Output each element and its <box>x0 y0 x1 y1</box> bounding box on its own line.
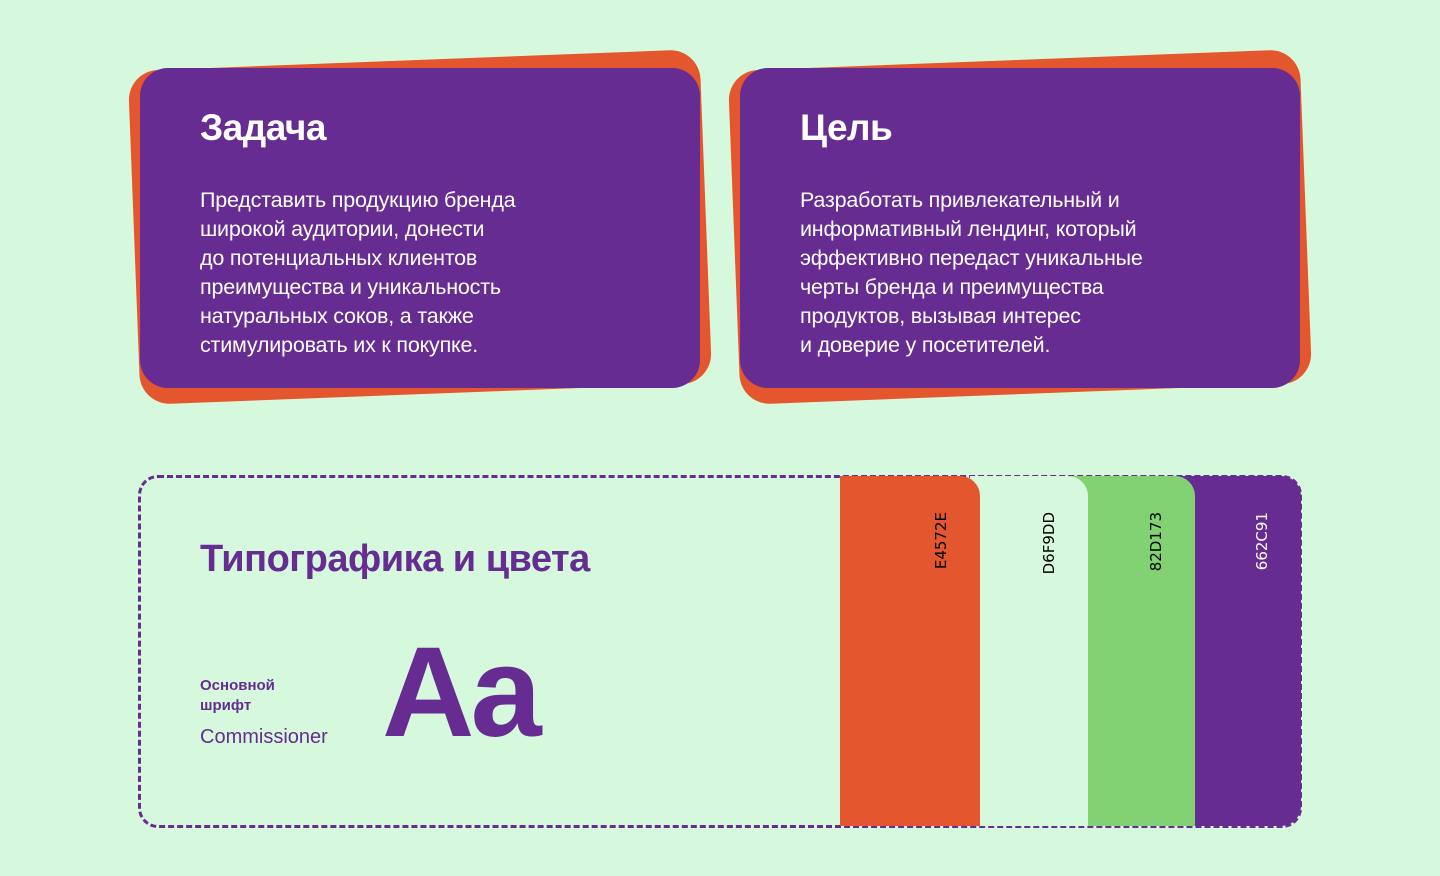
swatch-green: 82D173 <box>1070 476 1195 826</box>
swatch-label: D6F9DD <box>1040 512 1058 575</box>
swatch-label: 82D173 <box>1147 512 1165 572</box>
swatch-purple: 662C91 <box>1180 476 1301 826</box>
task-text: Представить продукцию бренда широкой ауд… <box>200 188 516 357</box>
font-label: Основной шрифт <box>200 677 275 714</box>
goal-card-body: Цель Разработать привлекательный и инфор… <box>740 68 1300 388</box>
goal-text: Разработать привлекательный и информатив… <box>800 188 1143 357</box>
swatch-orange: E4572E <box>840 476 980 826</box>
font-sample: Aa <box>382 621 542 764</box>
goal-card: Цель Разработать привлекательный и инфор… <box>727 49 1313 405</box>
swatch-label: 662C91 <box>1253 512 1271 571</box>
task-card: Задача Представить продукцию бренда широ… <box>127 49 713 405</box>
task-card-body: Задача Представить продукцию бренда широ… <box>140 68 700 388</box>
swatch-label: E4572E <box>932 512 950 570</box>
task-title: Задача <box>200 107 326 148</box>
swatch-light: D6F9DD <box>970 476 1088 826</box>
goal-title: Цель <box>800 107 893 148</box>
font-name: Commissioner <box>200 726 328 748</box>
typography-title: Типографика и цвета <box>200 538 590 580</box>
